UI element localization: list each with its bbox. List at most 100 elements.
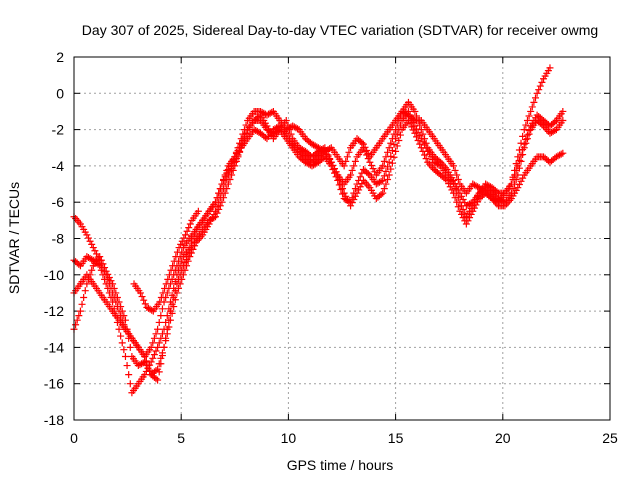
data-point (187, 249, 195, 257)
data-point (112, 289, 120, 297)
data-point (159, 289, 167, 297)
data-point (86, 254, 94, 262)
data-point (414, 117, 422, 125)
data-point (519, 132, 527, 140)
data-point (170, 257, 178, 265)
data-point (181, 259, 189, 267)
data-point (413, 125, 421, 133)
data-point (382, 180, 390, 188)
data-point (113, 318, 121, 326)
data-point (337, 185, 345, 193)
data-point (162, 337, 170, 345)
data-point (527, 107, 535, 115)
data-point (329, 166, 337, 174)
data-point (118, 307, 126, 315)
data-point (472, 195, 480, 203)
data-point (173, 271, 181, 279)
data-point (86, 237, 94, 245)
data-point (186, 253, 194, 261)
data-point (454, 203, 462, 211)
data-point (86, 271, 94, 279)
data-point (528, 103, 536, 111)
data-point (556, 151, 564, 159)
data-point (226, 162, 234, 170)
data-point (105, 274, 113, 282)
data-point (164, 275, 172, 283)
data-point (212, 198, 220, 206)
data-point (163, 312, 171, 320)
series-5 (130, 207, 202, 315)
data-point (454, 176, 462, 184)
data-point (339, 190, 347, 198)
data-point (75, 260, 83, 268)
data-point (213, 209, 221, 217)
data-point (390, 153, 398, 161)
y-tick-label: 0 (56, 85, 64, 101)
data-point (144, 364, 152, 372)
data-point (458, 192, 466, 200)
data-point (120, 321, 128, 329)
data-point (102, 280, 110, 288)
data-point (559, 117, 567, 125)
data-point (519, 174, 527, 182)
data-point (393, 142, 401, 150)
data-point (141, 300, 149, 308)
data-point (94, 260, 102, 268)
data-point (369, 165, 377, 173)
data-point (175, 244, 183, 252)
data-point (454, 194, 462, 202)
data-point (229, 156, 237, 164)
data-point (393, 130, 401, 138)
data-point (154, 325, 162, 333)
data-point (176, 280, 184, 288)
data-point (347, 198, 355, 206)
data-point (261, 133, 269, 141)
x-axis-label: GPS time / hours (287, 457, 394, 473)
data-point (187, 239, 195, 247)
data-point (294, 125, 302, 133)
data-point (458, 210, 466, 218)
data-point (327, 162, 335, 170)
y-tick-label: -10 (44, 267, 64, 283)
data-point (546, 64, 554, 72)
data-point (384, 148, 392, 156)
data-point (78, 300, 86, 308)
data-point (520, 140, 528, 148)
data-point (170, 303, 178, 311)
data-point (110, 305, 118, 313)
data-point (157, 354, 165, 362)
data-point (154, 365, 162, 373)
data-point (525, 112, 533, 120)
data-point (351, 157, 359, 165)
data-point (175, 266, 183, 274)
data-point (84, 275, 92, 283)
data-point (511, 171, 519, 179)
data-point (156, 298, 164, 306)
data-point (469, 202, 477, 210)
data-point (429, 164, 437, 172)
data-point (385, 158, 393, 166)
data-point (154, 376, 162, 384)
data-point (101, 275, 109, 283)
data-point (355, 186, 363, 194)
data-point (515, 156, 523, 164)
data-point (507, 180, 515, 188)
data-point (551, 118, 559, 126)
data-point (351, 192, 359, 200)
data-point (512, 166, 520, 174)
data-point (176, 262, 184, 270)
data-point (75, 312, 83, 320)
data-point (377, 190, 385, 198)
data-point (189, 235, 197, 242)
data-point (449, 180, 457, 188)
data-point (334, 176, 342, 184)
data-point (215, 189, 223, 197)
data-point (456, 207, 464, 215)
data-point (148, 306, 156, 314)
data-point (408, 115, 416, 123)
data-point (458, 202, 466, 210)
data-point (121, 352, 129, 360)
data-point (408, 123, 416, 131)
data-point (557, 150, 565, 158)
